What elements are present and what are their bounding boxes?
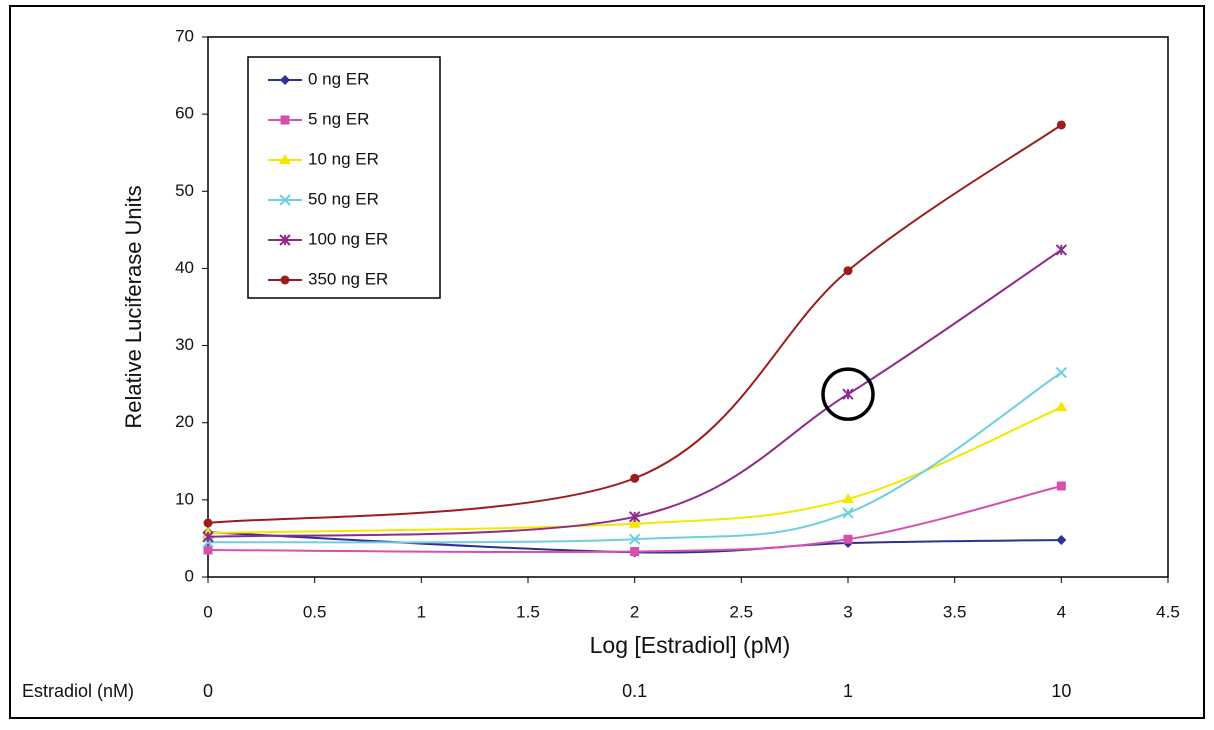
y-axis-label: Relative Luciferase Units [121,185,146,428]
legend-marker [280,275,290,285]
x-tick-label: 3 [843,602,852,621]
legend-label: 10 ng ER [308,149,379,168]
series-line [207,531,1062,554]
x-tick-label: 4.5 [1156,602,1180,621]
legend-marker [280,115,290,125]
marker [1056,120,1066,130]
series-line [207,371,1062,544]
secondary-axis-label: Estradiol (nM) [22,681,134,701]
highlight-circle [821,367,875,421]
series-line [207,406,1062,535]
legend-marker [279,194,291,206]
y-tick-label: 0 [185,566,194,585]
legend-marker [279,154,291,164]
marker [630,547,640,557]
x-tick-label: 2.5 [730,602,754,621]
x-tick-label: 2 [630,602,639,621]
x-tick-label: 0.5 [303,602,327,621]
secondary-tick-label: 10 [1051,681,1071,701]
y-tick-label: 10 [175,489,194,508]
legend-label: 100 ng ER [308,229,388,248]
series-line [207,249,1062,538]
marker [842,493,854,504]
marker [1056,534,1067,545]
legend-label: 0 ng ER [308,69,369,88]
marker [203,545,213,555]
frame [9,5,1205,719]
y-tick-label: 20 [175,412,194,431]
marker [628,517,641,528]
x-axis-label: Log [Estradiol] (pM) [590,632,791,658]
marker [843,266,853,276]
legend-marker [279,234,291,246]
secondary-tick-label: 0.1 [622,681,647,701]
y-tick-label: 60 [175,104,194,123]
marker [842,507,854,519]
secondary-tick-label: 0 [203,681,213,701]
y-tick-label: 30 [175,335,194,354]
plot-area [207,36,1169,578]
marker [628,511,641,523]
legend-marker [280,75,290,85]
x-tick-label: 1 [417,602,426,621]
legend [247,56,441,299]
x-tick-label: 1.5 [516,602,540,621]
marker [1056,481,1066,491]
marker [628,533,641,545]
y-tick-label: 40 [175,258,194,277]
series-line [207,485,1062,554]
legend-label: 5 ng ER [308,109,369,128]
series-line [207,124,1062,524]
marker [843,534,853,544]
marker [1055,244,1068,256]
x-tick-label: 0 [203,602,212,621]
x-tick-label: 4 [1057,602,1066,621]
y-tick-label: 50 [175,181,194,200]
y-tick-label: 70 [175,26,194,45]
secondary-tick-label: 1 [843,681,853,701]
marker [203,518,213,528]
legend-label: 350 ng ER [308,269,388,288]
marker [842,388,854,400]
marker [1055,401,1068,412]
legend-label: 50 ng ER [308,189,379,208]
marker [202,531,214,543]
marker [630,473,640,483]
x-tick-label: 3.5 [943,602,967,621]
marker [1055,366,1068,379]
